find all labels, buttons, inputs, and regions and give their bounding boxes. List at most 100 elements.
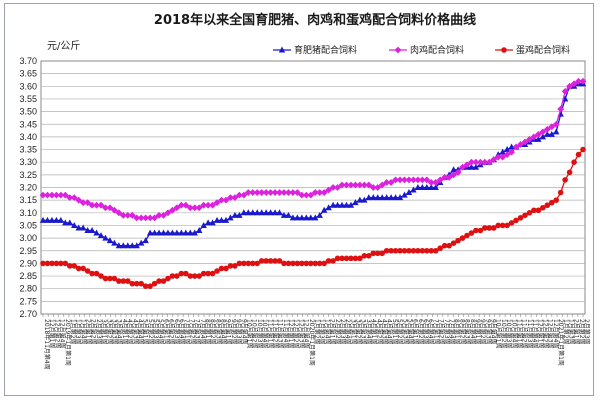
data-point: [53, 260, 60, 267]
data-point: [401, 176, 408, 184]
data-point: [128, 211, 136, 219]
data-point: [187, 229, 194, 236]
data-point: [209, 270, 216, 277]
data-point: [557, 105, 565, 113]
x-tick-label: 7月第4周: [448, 319, 456, 345]
x-tick-label: 6月第2周: [168, 319, 176, 345]
data-point: [191, 273, 198, 279]
data-point: [383, 179, 391, 186]
data-point: [151, 229, 158, 236]
data-point: [258, 189, 266, 196]
data-point: [512, 143, 520, 151]
data-point: [338, 181, 346, 189]
data-point: [276, 258, 283, 264]
data-point: [209, 219, 216, 226]
data-point: [183, 270, 189, 277]
x-tick-label: 1月第4周: [79, 319, 87, 345]
data-point: [244, 189, 252, 196]
x-tick-label: 10月第1周: [246, 319, 254, 348]
data-point: [566, 82, 574, 90]
data-point: [325, 204, 332, 211]
x-tick-label: 12月第2周: [292, 319, 300, 348]
data-point: [204, 201, 212, 209]
data-point: [522, 212, 528, 219]
data-point: [365, 181, 373, 189]
data-point: [169, 206, 176, 214]
data-point: [544, 130, 551, 137]
data-point: [120, 242, 127, 249]
data-point: [249, 260, 256, 267]
data-point: [227, 214, 234, 221]
x-tick-label: 1月第2周: [313, 319, 321, 345]
x-tick-label: 11月第1周: [266, 319, 274, 348]
data-point: [396, 176, 404, 184]
x-tick-label: 9月第2周: [479, 319, 487, 345]
data-point: [88, 227, 96, 234]
data-point: [70, 194, 78, 202]
y-tick-label: 3.65: [19, 69, 37, 79]
y-tick-label: 3.55: [19, 94, 37, 104]
data-point: [138, 280, 144, 287]
data-point: [298, 214, 306, 221]
data-point: [579, 77, 587, 85]
data-point: [464, 232, 470, 239]
data-point: [481, 158, 489, 166]
data-point: [446, 242, 452, 249]
data-point: [495, 222, 502, 229]
data-point: [303, 260, 310, 267]
x-tick-label: 1月第3周: [318, 319, 326, 345]
data-point: [553, 128, 560, 135]
data-point: [160, 229, 167, 236]
x-tick-label: 8月第1周: [453, 319, 461, 345]
x-tick-label: 4月第4周: [386, 319, 394, 345]
data-point: [499, 153, 507, 161]
data-point: [414, 176, 422, 184]
data-point: [293, 189, 301, 196]
data-point: [178, 229, 185, 236]
data-point: [182, 229, 190, 236]
x-tick-label: 2021年1月第1周: [557, 319, 565, 366]
y-tick-label: 2.85: [19, 271, 37, 281]
data-point: [129, 242, 136, 249]
x-tick-label: 1月第2周: [69, 319, 77, 345]
data-point: [552, 120, 560, 128]
data-point: [548, 130, 555, 137]
x-tick-label: 6月第4周: [178, 319, 186, 345]
x-tick-label: 11月第3周: [526, 319, 534, 348]
data-point: [473, 227, 479, 234]
data-point: [450, 240, 457, 246]
data-point: [280, 189, 288, 196]
data-point: [93, 270, 100, 277]
data-point: [312, 260, 319, 267]
chart-canvas: 2018年以来全国育肥猪、肉鸡和蛋鸡配合饲料价格曲线 元/公斤 2.70 2.75…: [19, 12, 591, 370]
data-point: [490, 225, 497, 231]
data-point: [437, 245, 443, 252]
x-tick-label: 7月第3周: [194, 319, 202, 345]
data-point: [79, 199, 87, 207]
data-point: [156, 278, 162, 284]
data-point: [494, 153, 502, 161]
data-point: [142, 283, 149, 289]
data-point: [196, 273, 202, 279]
x-tick-label: 1月第2周: [562, 319, 570, 345]
data-point: [365, 253, 372, 259]
data-point: [561, 87, 569, 95]
data-point: [352, 255, 359, 262]
series-group: [39, 77, 587, 289]
y-tick-label: 3.35: [19, 145, 37, 155]
x-tick-label: 9月第3周: [235, 319, 243, 345]
data-point: [147, 283, 153, 289]
data-point: [116, 278, 122, 284]
data-point: [378, 194, 386, 201]
data-point: [503, 146, 511, 153]
x-tick-label: 8月第3周: [214, 319, 222, 345]
x-tick-label: 3月第4周: [365, 319, 373, 345]
data-point: [142, 237, 149, 244]
data-point: [173, 204, 181, 212]
data-point: [445, 173, 453, 181]
data-point: [102, 234, 109, 241]
data-point: [339, 255, 345, 262]
series-2: [40, 146, 586, 289]
y-tick-label: 3.45: [19, 119, 37, 129]
data-point: [508, 220, 515, 226]
